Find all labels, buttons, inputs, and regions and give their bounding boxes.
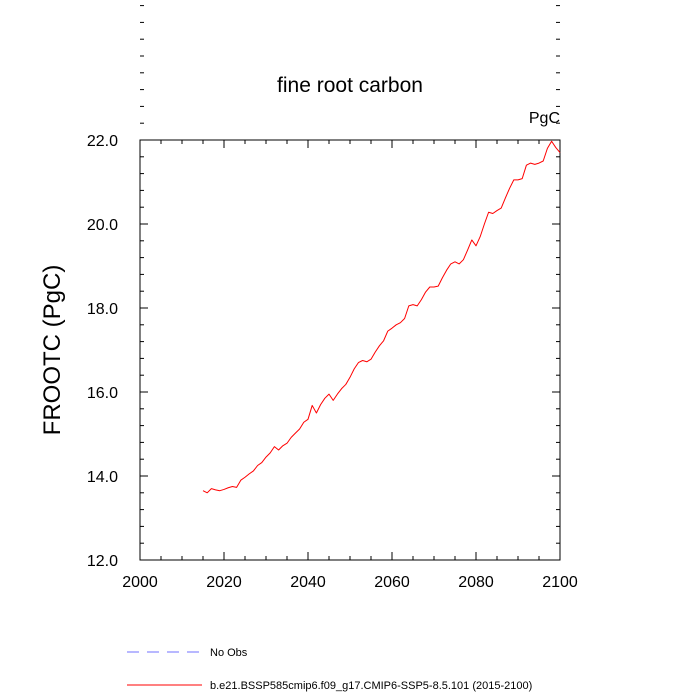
chart-title: fine root carbon: [277, 74, 423, 97]
y-tick-label: 20.0: [87, 217, 118, 234]
x-tick-label: 2060: [374, 574, 410, 591]
plot-frame: [139, 139, 561, 561]
legend: No Obs b.e21.BSSP585cmip6.f09_g17.CMIP6-S…: [127, 647, 532, 692]
y-tick-label: 18.0: [87, 301, 118, 318]
units-label: PgC: [529, 110, 560, 127]
x-tick-label: 2040: [290, 574, 326, 591]
legend-label: No Obs: [210, 647, 248, 659]
axis-ticks: 2000 2020 2040 2060 2080 2100 12.0 14.0 16.0 18.0…: [87, 5, 578, 591]
y-axis-label: FROOTC (PgC): [39, 265, 66, 436]
y-tick-label: 16.0: [87, 385, 118, 402]
series-layer: [202, 140, 561, 494]
x-tick-label: 2000: [122, 574, 158, 591]
y-tick-label: 22.0: [87, 133, 118, 150]
x-tick-label: 2100: [542, 574, 578, 591]
series-line: [202, 140, 561, 494]
legend-label: b.e21.BSSP585cmip6.f09_g17.CMIP6-SSP5-8.…: [210, 680, 532, 692]
x-tick-label: 2020: [206, 574, 242, 591]
y-tick-label: 14.0: [87, 469, 118, 486]
x-tick-label: 2080: [458, 574, 494, 591]
y-tick-label: 12.0: [87, 553, 118, 570]
